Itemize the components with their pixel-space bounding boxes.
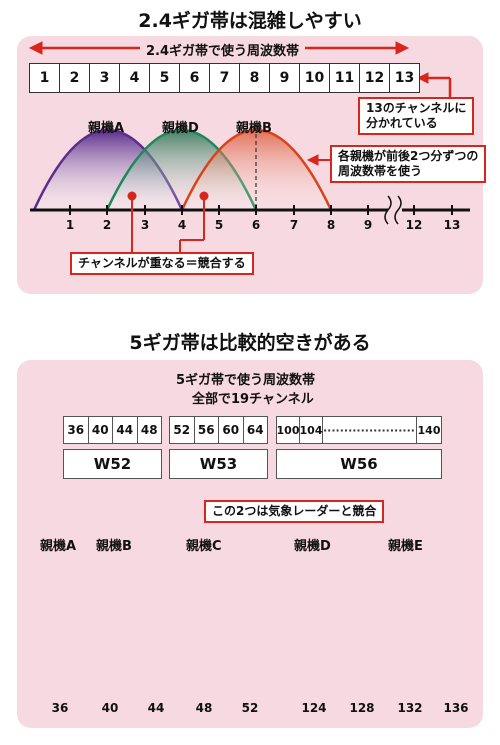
channel-cell: 56: [195, 417, 219, 443]
channel-cell: 40: [89, 417, 113, 443]
group-w53: W53: [169, 449, 268, 479]
group-w52: W52: [63, 449, 162, 479]
channel-cell: 44: [113, 417, 138, 443]
channel-cell: 9: [269, 63, 300, 93]
axis-tick-label: 9: [363, 218, 373, 232]
router5-d-label: 親機D: [294, 539, 331, 554]
w53-channel-box: 52 56 60 64: [169, 416, 268, 444]
channel-cell: 140: [416, 417, 441, 443]
callout-13-arrow: [416, 72, 452, 98]
router-a-label: 親機A: [88, 121, 125, 136]
channel-cell: 5: [149, 63, 180, 93]
w52-channel-box: 36 40 44 48: [63, 416, 162, 444]
channel-cell: 6: [179, 63, 210, 93]
band-label-5: 5ギガ帯で使う周波数帯: [170, 369, 322, 388]
axis-tick-label: 2: [102, 218, 112, 232]
channel-cell: 60: [219, 417, 244, 443]
axis-tick-label: 132: [397, 701, 423, 715]
total-label-5: 全部で19チャンネル: [186, 388, 320, 407]
channel-cell: 8: [239, 63, 270, 93]
axis-tick-label: 4: [177, 218, 187, 232]
channel-cell: 4: [119, 63, 150, 93]
axis-tick-label: 5: [214, 218, 224, 232]
overlap-pins: [127, 191, 209, 253]
channel-cell: 7: [209, 63, 240, 93]
router5-c-label: 親機C: [186, 539, 222, 554]
channel-cell: 100: [277, 417, 300, 443]
router5-b-label: 親機B: [96, 539, 132, 554]
callout-overlap: チャンネルが重なる＝競合する: [70, 252, 254, 275]
router5-a-label: 親機A: [40, 539, 77, 554]
axis-tick-label: 8: [326, 218, 336, 232]
channel-ellipsis: ··························: [323, 423, 416, 437]
callout-radar: この2つは気象レーダーと競合: [204, 500, 385, 523]
axis-tick-label: 36: [51, 701, 69, 715]
axis-tick-label: 48: [195, 701, 213, 715]
channel-cell: 11: [329, 63, 360, 93]
axis-24: [30, 195, 470, 225]
axis-tick-label: 136: [443, 701, 469, 715]
channel-cell: 104: [300, 417, 323, 443]
axis-tick-label: 52: [241, 701, 259, 715]
axis-tick-label: 7: [289, 218, 299, 232]
axis-tick-label: 40: [101, 701, 119, 715]
router5-e-label: 親機E: [388, 539, 423, 554]
axis-tick-label: 13: [443, 218, 461, 232]
channel-cell: 2: [59, 63, 90, 93]
channel-cell: 3: [89, 63, 120, 93]
axis-tick-label: 128: [349, 701, 375, 715]
axis-tick-label: 6: [251, 218, 261, 232]
channel-cell: 10: [299, 63, 330, 93]
channel-cell: 12: [359, 63, 390, 93]
channel-cell: 48: [140, 423, 158, 437]
axis-tick-label: 1: [65, 218, 75, 232]
group-w56: W56: [276, 449, 442, 479]
channel-cell: 52: [170, 417, 195, 443]
axis-tick-label: 12: [405, 218, 423, 232]
section1-title: 2.4ギガ帯は混雑しやすい: [138, 10, 362, 32]
channel-row-24: 1 2 3 4 5 6 7 8 9 10 11 12 13: [29, 63, 420, 93]
section2-title: 5ギガ帯は比較的空きがある: [129, 332, 371, 354]
axis-tick-label: 44: [147, 701, 165, 715]
axis-tick-label: 124: [301, 701, 327, 715]
w56-channel-box: 100 104 ·························· 140: [276, 416, 442, 444]
router-d-label: 親機D: [162, 121, 199, 136]
band-label-24: 2.4ギガ帯で使う周波数帯: [140, 40, 306, 59]
channel-cell: 64: [246, 423, 264, 437]
callout-each-arrow: [306, 154, 332, 166]
channel-cell: 36: [64, 417, 89, 443]
channel-cell: 13: [389, 63, 420, 93]
callout-13-channels: 13のチャンネルに 分かれている: [358, 97, 475, 135]
channel-cell: 1: [29, 63, 60, 93]
router-b-label: 親機B: [236, 121, 272, 136]
callout-each-router: 各親機が前後2つ分ずつの 周波数帯を使う: [330, 145, 487, 183]
axis-tick-label: 3: [140, 218, 150, 232]
